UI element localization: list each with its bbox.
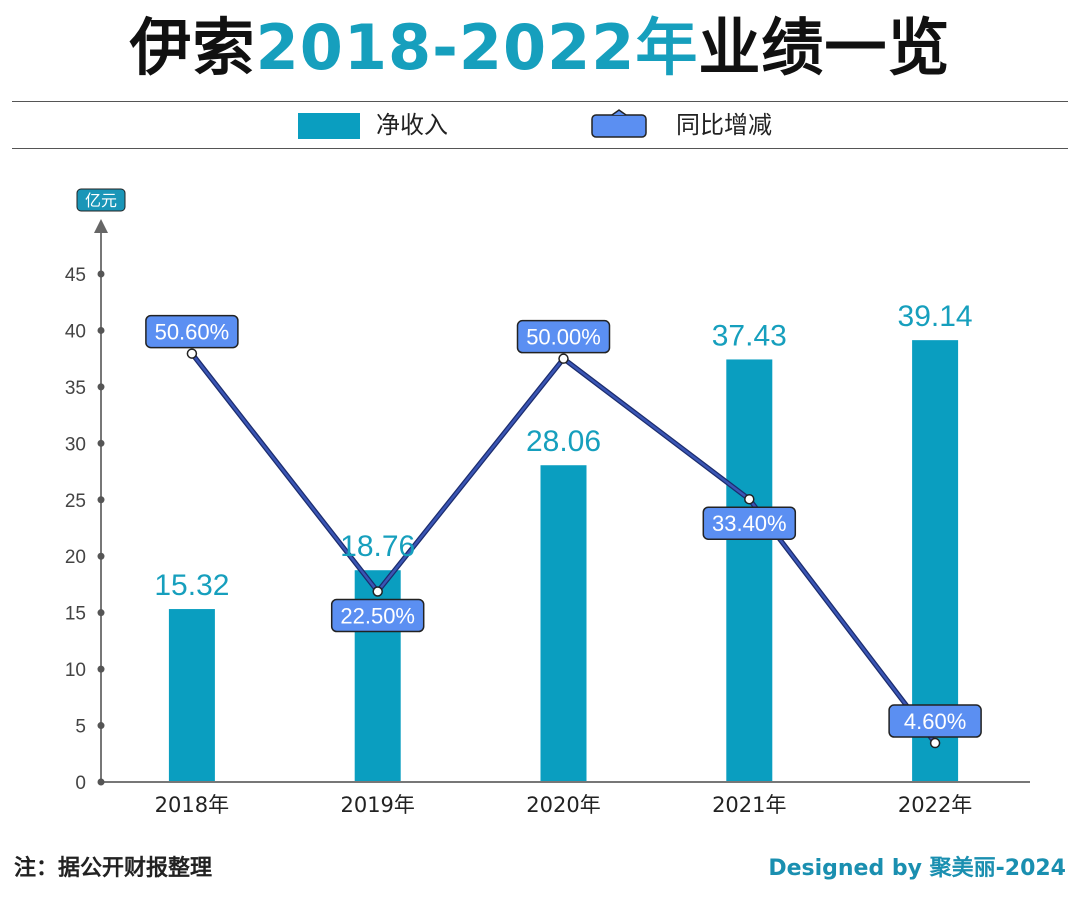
y-tick-mark bbox=[97, 722, 105, 730]
yoy-point bbox=[186, 348, 198, 359]
yoy-label-box bbox=[702, 506, 797, 540]
x-tick-label: 2020年 bbox=[526, 793, 600, 817]
yoy-label-box bbox=[145, 314, 239, 349]
y-tick-mark bbox=[97, 665, 105, 673]
y-axis-arrow bbox=[94, 219, 108, 233]
bar-2020年 bbox=[540, 465, 587, 782]
x-tick-label: 2019年 bbox=[340, 793, 414, 817]
y-tick-label: 0 bbox=[75, 773, 86, 794]
yoy-point bbox=[744, 493, 755, 505]
y-tick-mark bbox=[97, 778, 105, 786]
top-divider bbox=[12, 101, 1068, 102]
y-tick-mark bbox=[97, 270, 105, 278]
x-tick-label: 2021年 bbox=[712, 793, 786, 817]
y-tick-label: 25 bbox=[65, 491, 86, 512]
x-tick-label: 2018年 bbox=[155, 793, 229, 817]
yoy-label-box bbox=[330, 598, 425, 633]
y-tick-mark bbox=[97, 439, 105, 447]
y-tick-label: 20 bbox=[65, 547, 86, 568]
y-tick-label: 30 bbox=[65, 434, 86, 455]
y-tick-mark bbox=[97, 326, 105, 334]
yoy-point bbox=[372, 586, 383, 597]
y-tick-label: 45 bbox=[65, 265, 86, 286]
legend-divider bbox=[12, 148, 1068, 149]
bar-value-label: 28.06 bbox=[526, 425, 601, 458]
bar-value-label: 15.32 bbox=[154, 569, 229, 602]
legend-bar-label: 净收入 bbox=[376, 111, 448, 139]
yoy-point bbox=[929, 737, 941, 749]
legend-item-net-revenue: 净收入 bbox=[298, 109, 498, 141]
y-tick-mark bbox=[97, 383, 105, 391]
x-tick-label: 2022年 bbox=[898, 793, 972, 817]
y-unit-badge bbox=[76, 188, 126, 212]
footnote: 注：据公开财报整理 bbox=[14, 856, 213, 881]
credit: Designed by 聚美丽-2024 bbox=[768, 856, 1066, 881]
legend-line-swatch bbox=[591, 109, 647, 138]
yoy-label: 50.00% bbox=[526, 325, 601, 350]
yoy-point bbox=[558, 353, 569, 364]
yoy-label: 33.40% bbox=[712, 511, 787, 536]
title-prefix: 伊索 bbox=[129, 11, 256, 84]
y-tick-mark bbox=[97, 552, 105, 560]
title-years: 2018-2022年 bbox=[255, 11, 699, 84]
yoy-label: 50.60% bbox=[155, 320, 230, 345]
y-tick-label: 35 bbox=[65, 378, 86, 399]
legend-line-label: 同比增减 bbox=[676, 111, 772, 139]
yoy-label: 22.50% bbox=[340, 604, 415, 629]
y-tick-label: 15 bbox=[65, 604, 86, 625]
bar-value-label: 18.76 bbox=[340, 530, 415, 563]
y-unit-label: 亿元 bbox=[85, 192, 117, 210]
legend-bar-swatch bbox=[298, 113, 360, 139]
yoy-label: 4.60% bbox=[904, 709, 966, 734]
legend: 净收入 同比增减 bbox=[0, 103, 1080, 147]
y-tick-mark bbox=[97, 609, 105, 617]
bar-value-label: 39.14 bbox=[898, 300, 973, 333]
bar-2021年 bbox=[726, 359, 773, 782]
yoy-label-box bbox=[516, 319, 611, 354]
y-tick-label: 5 bbox=[75, 717, 86, 738]
y-tick-label: 10 bbox=[65, 660, 86, 681]
yoy-label-box bbox=[888, 704, 982, 738]
bar-value-label: 37.43 bbox=[712, 319, 787, 352]
y-tick-mark bbox=[97, 496, 105, 504]
legend-item-yoy: 同比增减 bbox=[590, 109, 810, 141]
bar-2018年 bbox=[168, 609, 215, 782]
y-tick-label: 40 bbox=[65, 321, 86, 342]
chart-title: 伊索2018-2022年业绩一览 bbox=[0, 2, 1080, 94]
title-suffix: 业绩一览 bbox=[698, 11, 951, 84]
